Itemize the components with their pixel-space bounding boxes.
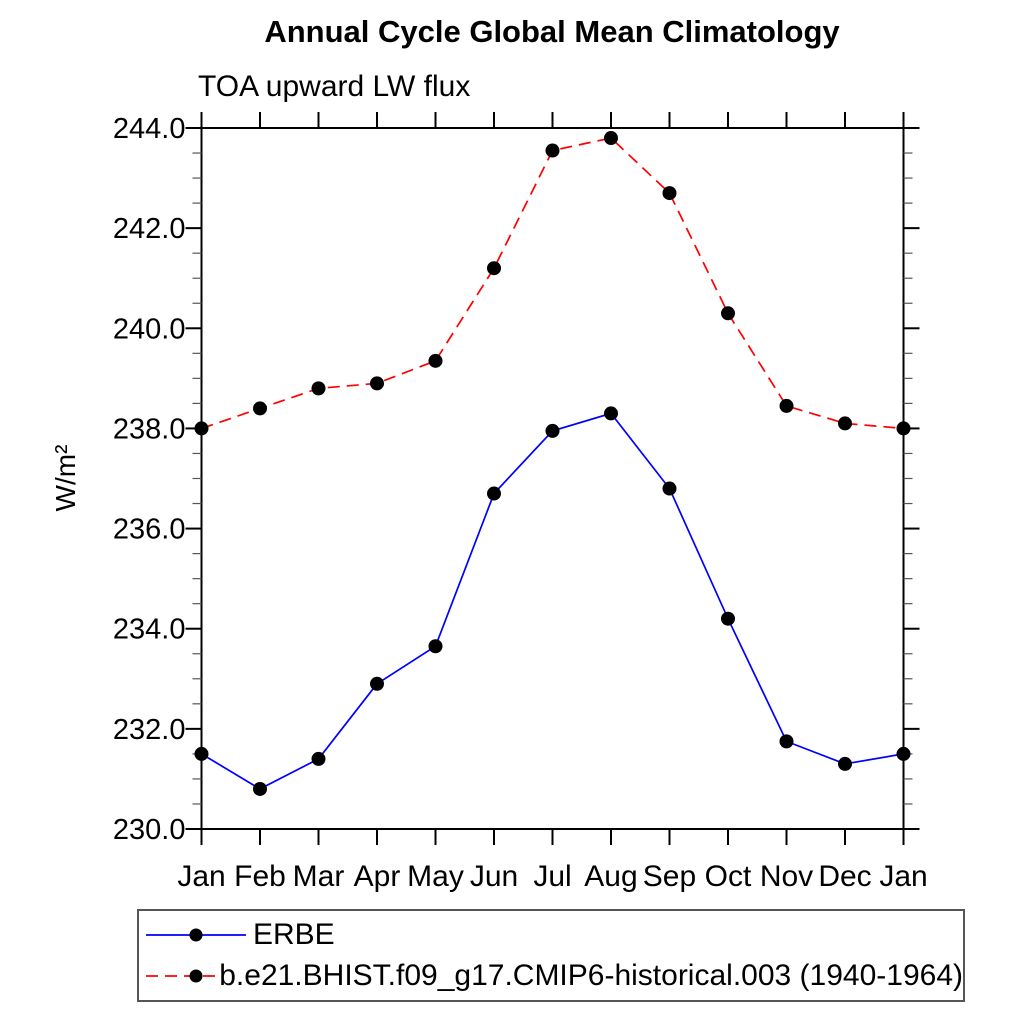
data-point-marker [487,486,501,501]
x-tick-label: Jan [879,860,927,893]
legend-label: ERBE [253,918,335,951]
y-tick-label: 232.0 [113,714,186,746]
data-point-marker [487,261,501,276]
x-tick-label: Dec [818,860,871,893]
data-point-marker [604,131,618,146]
x-tick-label: Feb [234,860,286,893]
data-point-marker [779,398,794,413]
data-point-marker [779,734,794,749]
data-point-marker [896,746,911,761]
chart-title: Annual Cycle Global Mean Climatology [264,14,840,49]
y-tick-label: 240.0 [113,313,186,345]
data-point-marker [545,143,560,158]
data-point-marker [253,401,267,416]
data-point-marker [370,376,384,391]
data-point-marker [896,421,911,436]
x-tick-label: Sep [643,860,696,893]
data-point-marker [311,751,326,766]
x-tick-label: Jun [470,860,518,893]
legend-swatch-marker [189,969,203,983]
legend-swatch [146,928,246,942]
legend-label: b.e21.BHIST.f09_g17.CMIP6-historical.003… [219,959,963,992]
x-tick-label: Jan [177,860,225,893]
y-tick-label: 244.0 [113,113,186,145]
data-point-marker [721,611,735,626]
data-point-marker [838,756,852,771]
data-point-marker [721,306,735,321]
data-point-marker [428,353,443,368]
data-point-marker [545,423,560,438]
plot-frame [200,127,905,830]
y-tick-label: 230.0 [113,814,186,846]
y-tick-label: 238.0 [113,413,186,445]
x-tick-label: May [407,860,464,893]
x-tick-label: Jul [533,860,571,893]
data-point-marker [838,416,852,431]
y-tick-label: 242.0 [113,213,186,245]
data-point-marker [311,381,326,396]
x-tick-label: Mar [293,860,345,893]
legend-item: ERBE [144,915,963,956]
legend: ERBE b.e21.BHIST.f09_g17.CMIP6-historical… [137,909,965,1002]
data-point-marker [194,421,209,436]
series-line-1 [201,137,904,430]
y-tick-label: 234.0 [113,614,186,646]
data-point-marker [662,186,677,201]
series-line-0 [201,412,904,790]
data-point-marker [428,639,443,654]
x-tick-label: Oct [705,860,752,893]
legend-swatch-marker [189,928,203,942]
y-tick-label: 236.0 [113,514,186,546]
x-tick-label: Aug [584,860,637,893]
data-point-marker [370,676,384,691]
data-point-marker [253,781,267,796]
data-point-marker [662,481,677,496]
chart-subtitle: TOA upward LW flux [198,70,471,103]
data-point-marker [604,406,618,421]
x-tick-label: Nov [760,860,813,893]
legend-item: b.e21.BHIST.f09_g17.CMIP6-historical.003… [144,956,963,997]
legend-swatch [146,969,217,983]
data-point-marker [194,746,209,761]
x-tick-label: Apr [354,860,401,893]
